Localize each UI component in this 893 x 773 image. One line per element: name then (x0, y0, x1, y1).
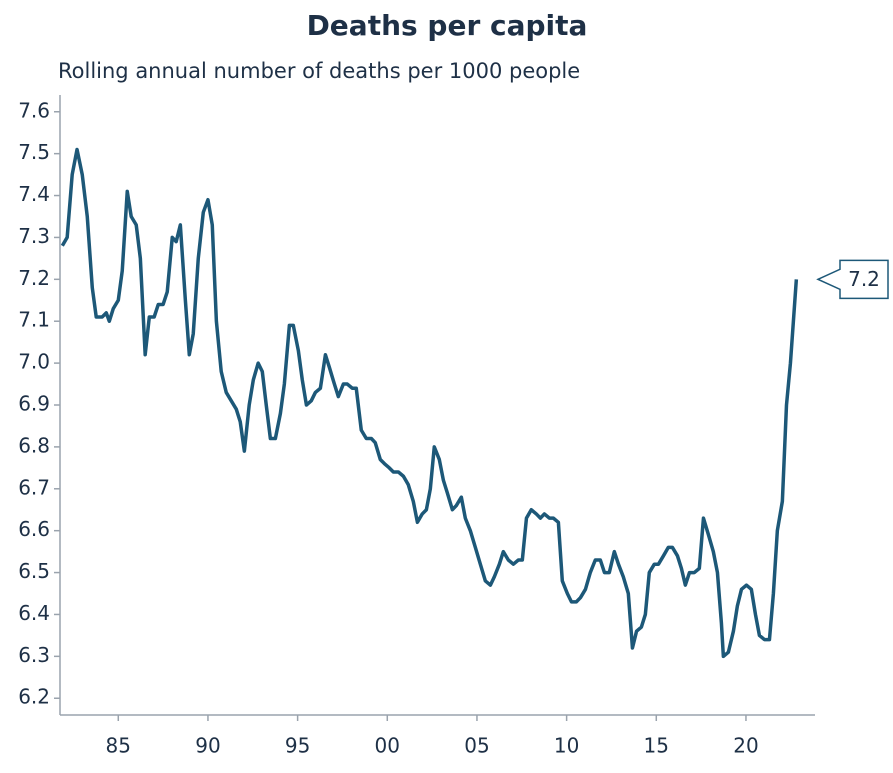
x-tick-label: 95 (285, 734, 310, 758)
y-tick-label: 7.0 (18, 350, 50, 374)
x-tick-label: 00 (375, 734, 400, 758)
x-tick-label: 10 (554, 734, 579, 758)
x-tick-label: 85 (106, 734, 131, 758)
data-line (60, 147, 799, 659)
y-tick-label: 6.7 (18, 475, 50, 499)
y-tick-label: 7.1 (18, 308, 50, 332)
x-tick-label: 05 (464, 734, 489, 758)
y-tick-label: 7.2 (18, 266, 50, 290)
chart-subtitle: Rolling annual number of deaths per 1000… (58, 59, 580, 83)
y-tick-label: 6.3 (18, 643, 50, 667)
y-tick-label: 7.6 (18, 98, 50, 122)
callout-label: 7.2 (848, 267, 880, 291)
callout-box (816, 259, 889, 300)
y-tick-label: 6.8 (18, 433, 50, 457)
y-tick-label: 6.6 (18, 517, 50, 541)
y-tick-label: 7.3 (18, 224, 50, 248)
y-tick-label: 7.4 (18, 182, 50, 206)
y-tick-label: 6.9 (18, 392, 50, 416)
y-tick-label: 7.5 (18, 140, 50, 164)
y-tick-label: 6.5 (18, 559, 50, 583)
chart-title: Deaths per capita (307, 9, 588, 42)
x-tick-label: 20 (733, 734, 758, 758)
x-tick-label: 90 (195, 734, 220, 758)
x-tick-label: 15 (644, 734, 669, 758)
y-tick-label: 6.4 (18, 601, 50, 625)
y-tick-label: 6.2 (18, 685, 50, 709)
